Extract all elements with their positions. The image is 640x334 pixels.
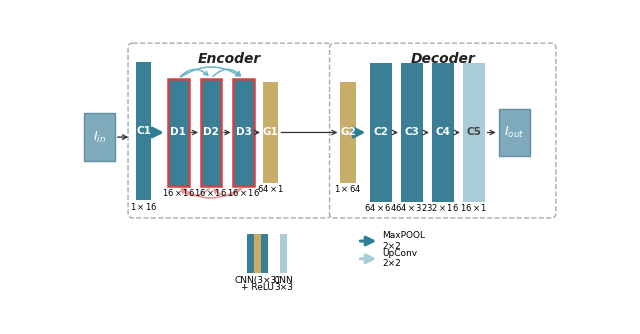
Bar bbox=[340, 82, 356, 182]
Text: D1: D1 bbox=[170, 128, 186, 138]
Bar bbox=[463, 63, 484, 202]
Text: G2: G2 bbox=[340, 128, 356, 138]
Text: $I_{in}$: $I_{in}$ bbox=[93, 130, 106, 145]
Text: C5: C5 bbox=[467, 128, 481, 138]
Text: $16\times16$: $16\times16$ bbox=[162, 187, 195, 198]
Text: 3×3: 3×3 bbox=[274, 283, 293, 292]
Text: UpConv
2×2: UpConv 2×2 bbox=[382, 249, 417, 269]
Bar bbox=[432, 63, 454, 202]
Text: $64\times32$: $64\times32$ bbox=[396, 202, 428, 213]
Bar bbox=[370, 63, 392, 202]
Bar bbox=[201, 78, 221, 186]
Bar bbox=[136, 62, 151, 200]
Text: CNN: CNN bbox=[273, 277, 293, 286]
Text: C2: C2 bbox=[373, 128, 388, 138]
Bar bbox=[263, 82, 278, 182]
Text: $16\times1$: $16\times1$ bbox=[460, 202, 488, 213]
Bar bbox=[253, 234, 260, 273]
Bar bbox=[280, 234, 287, 273]
FancyBboxPatch shape bbox=[330, 43, 556, 218]
Text: CNN(3×3): CNN(3×3) bbox=[234, 277, 280, 286]
Text: $16\times16$: $16\times16$ bbox=[227, 187, 260, 198]
Text: $64\times64$: $64\times64$ bbox=[364, 202, 397, 213]
Text: $16\times16$: $16\times16$ bbox=[195, 187, 227, 198]
Text: C4: C4 bbox=[435, 128, 450, 138]
Bar bbox=[246, 234, 253, 273]
FancyBboxPatch shape bbox=[128, 43, 331, 218]
Text: $I_{out}$: $I_{out}$ bbox=[504, 125, 524, 140]
Text: $1\times16$: $1\times16$ bbox=[130, 201, 157, 212]
Text: MaxPOOL
2×2: MaxPOOL 2×2 bbox=[382, 231, 425, 251]
Text: C1: C1 bbox=[136, 126, 151, 136]
Bar bbox=[401, 63, 422, 202]
Text: Encoder: Encoder bbox=[198, 51, 261, 65]
Bar bbox=[234, 78, 253, 186]
Text: + ReLU: + ReLU bbox=[241, 283, 273, 292]
Text: D3: D3 bbox=[236, 128, 252, 138]
Text: D2: D2 bbox=[203, 128, 219, 138]
Text: C3: C3 bbox=[404, 128, 419, 138]
Bar bbox=[499, 109, 529, 156]
Bar bbox=[168, 78, 189, 186]
Text: G1: G1 bbox=[263, 128, 278, 138]
Text: $32\times16$: $32\times16$ bbox=[426, 202, 460, 213]
Text: $64\times1$: $64\times1$ bbox=[257, 183, 284, 194]
Bar bbox=[260, 234, 268, 273]
Text: $1\times64$: $1\times64$ bbox=[334, 183, 362, 194]
Bar bbox=[84, 113, 115, 161]
Text: Decoder: Decoder bbox=[410, 51, 475, 65]
